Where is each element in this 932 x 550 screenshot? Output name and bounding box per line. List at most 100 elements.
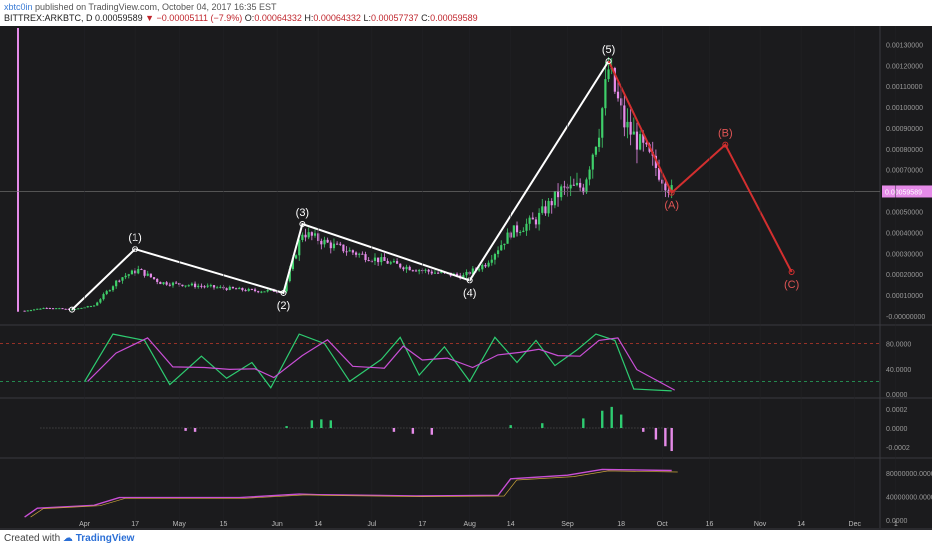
candle-up <box>86 306 89 308</box>
author-link[interactable]: xbtc0in <box>4 2 33 12</box>
candle-up <box>604 79 607 109</box>
candle-down <box>361 253 364 255</box>
candle-down <box>399 263 402 268</box>
candle-up <box>462 275 465 279</box>
price-axis-tick: 0.00020000 <box>886 272 923 279</box>
candle-down <box>623 105 626 128</box>
candle-up <box>146 273 149 276</box>
candle-down <box>657 167 661 180</box>
current-price-badge <box>882 185 932 198</box>
candle-up <box>538 212 541 225</box>
x-axis-tick: 15 <box>220 521 228 528</box>
candle-up <box>247 288 250 291</box>
wave-pivot <box>299 221 306 228</box>
price-axis-tick: 0.00070000 <box>886 168 923 175</box>
candle-up <box>102 294 105 300</box>
candle-up <box>601 108 604 138</box>
histogram-bar-negative <box>654 428 658 440</box>
wave-pivot <box>722 141 729 148</box>
current-price-label: 0.00059589 <box>885 189 922 196</box>
candle-down <box>45 307 48 309</box>
candle-up <box>594 146 598 155</box>
candle-up <box>89 306 93 308</box>
histogram-bar-negative <box>430 428 433 435</box>
candle-down <box>231 286 235 289</box>
volume-ma-line <box>30 470 678 518</box>
high-label: H: <box>304 13 314 23</box>
candle-up <box>487 262 490 267</box>
candle-up <box>127 274 130 276</box>
tradingview-logo-icon: ☁ <box>62 533 73 544</box>
price-axis-tick: 0.00110000 <box>886 84 923 91</box>
candle-up <box>298 240 301 256</box>
published-text: published on TradingView.com, October 04… <box>35 2 277 12</box>
low-value: 0.00057737 <box>370 13 419 23</box>
wave-label: (A) <box>664 200 679 212</box>
volume-axis-tick: 0.0000 <box>886 518 908 525</box>
candle-down <box>159 281 162 285</box>
candle-down <box>414 270 418 272</box>
x-axis-tick: Jul <box>367 521 376 528</box>
wave-pivot <box>668 189 675 196</box>
volume-axis-tick: 40000000.0000 <box>886 494 932 501</box>
stoch-axis-tick: 0.0000 <box>886 392 908 399</box>
candle-down <box>118 280 121 282</box>
candle-up <box>77 308 80 310</box>
candle-down <box>212 285 216 288</box>
x-axis-tick: 18 <box>617 521 625 528</box>
x-axis-tick: Apr <box>79 521 91 528</box>
candle-up <box>124 275 127 278</box>
candle-up <box>187 285 190 287</box>
histogram-bar-negative <box>184 428 187 431</box>
candle-up <box>92 305 96 307</box>
x-axis-tick: Aug <box>463 521 476 528</box>
candle-up <box>137 269 140 274</box>
histogram-bar-positive <box>285 426 288 428</box>
candle-up <box>481 264 484 270</box>
candle-down <box>354 252 358 255</box>
candle-up <box>490 259 493 263</box>
histogram-bar-positive <box>509 425 512 428</box>
price-axis-tick: 0.00090000 <box>886 126 923 133</box>
candle-up <box>541 206 544 213</box>
candle-down <box>616 91 620 99</box>
candle-down <box>48 308 51 310</box>
candle-up <box>670 185 673 193</box>
symbol-info: BITTREX:ARKBTC, D 0.00059589 ▼ −0.000051… <box>4 13 478 25</box>
candle-up <box>639 134 642 150</box>
corrective-wave-line <box>607 60 793 273</box>
candle-down <box>582 187 585 193</box>
candle-up <box>288 269 291 282</box>
candle-up <box>575 182 579 186</box>
x-axis-tick: Sep <box>561 521 574 528</box>
candle-down <box>664 183 667 191</box>
candle-down <box>339 243 342 245</box>
wave-pivot <box>68 306 75 313</box>
candle-up <box>111 286 115 291</box>
x-axis-tick: 14 <box>507 521 515 528</box>
candle-up <box>105 291 108 295</box>
candle-up <box>285 281 288 292</box>
candle-down <box>250 288 253 290</box>
open-value: 0.00064332 <box>254 13 302 23</box>
x-axis-tick: 14 <box>797 521 805 528</box>
tradingview-brand[interactable]: TradingView <box>75 533 135 544</box>
price-axis-tick: 0.00040000 <box>886 230 923 237</box>
candle-down <box>484 264 487 267</box>
candle-up <box>260 291 263 293</box>
candle-up <box>607 69 610 80</box>
candle-up <box>465 271 468 276</box>
x-axis-tick: 14 <box>314 521 322 528</box>
stoch-axis-tick: 80.0000 <box>886 342 911 349</box>
symbol-name: BITTREX:ARKBTC, D <box>4 13 93 23</box>
candle-up <box>209 285 212 287</box>
candle-up <box>493 254 497 260</box>
candle-down <box>149 273 152 278</box>
candle-up <box>301 234 304 241</box>
publish-info: xbtc0in published on TradingView.com, Oc… <box>4 2 277 14</box>
candle-down <box>235 288 238 290</box>
candle-up <box>121 277 124 281</box>
candle-up <box>553 191 556 206</box>
price-chart[interactable]: 0.00130000 0.00120000 0.00110000 0.00100000… <box>0 26 932 530</box>
histogram-bar-negative <box>411 428 415 434</box>
